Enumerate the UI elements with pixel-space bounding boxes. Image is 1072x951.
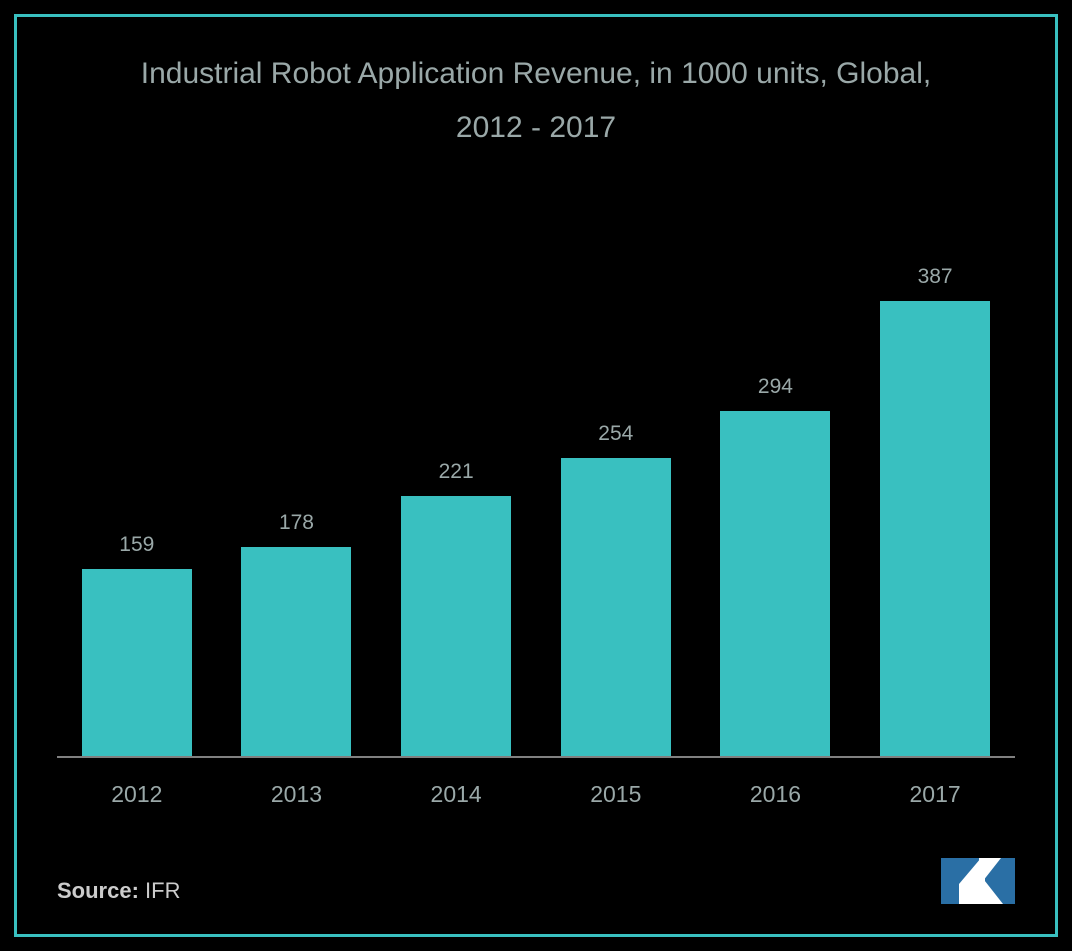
bar-value-label: 387 bbox=[918, 265, 953, 289]
bar bbox=[880, 301, 990, 756]
x-axis-label: 2015 bbox=[561, 781, 671, 808]
x-axis-label: 2017 bbox=[880, 781, 990, 808]
bar-value-label: 254 bbox=[598, 422, 633, 446]
bar-value-label: 159 bbox=[119, 533, 154, 557]
bar-column: 159 bbox=[82, 533, 192, 756]
bar-column: 178 bbox=[241, 511, 351, 756]
x-axis-label: 2013 bbox=[241, 781, 351, 808]
x-axis-labels: 2012 2013 2014 2015 2016 2017 bbox=[57, 763, 1015, 818]
chart-plot-area: 159178221254294387 201220132014201520162… bbox=[57, 195, 1015, 818]
bar bbox=[82, 569, 192, 756]
chart-title: Industrial Robot Application Revenue, in… bbox=[47, 47, 1025, 155]
bar-column: 294 bbox=[720, 375, 830, 756]
source-text: IFR bbox=[145, 878, 180, 903]
brand-logo-icon bbox=[941, 858, 1015, 904]
bar-column: 254 bbox=[561, 422, 671, 756]
bar bbox=[561, 458, 671, 756]
source-citation: Source: IFR bbox=[57, 878, 181, 904]
chart-container: Industrial Robot Application Revenue, in… bbox=[14, 14, 1058, 937]
bar bbox=[241, 547, 351, 756]
bar-column: 387 bbox=[880, 265, 990, 756]
chart-footer: Source: IFR bbox=[47, 838, 1025, 914]
bar-value-label: 178 bbox=[279, 511, 314, 535]
x-axis-label: 2014 bbox=[401, 781, 511, 808]
bar-value-label: 221 bbox=[439, 460, 474, 484]
bar-column: 221 bbox=[401, 460, 511, 756]
bar-value-label: 294 bbox=[758, 375, 793, 399]
source-prefix: Source: bbox=[57, 878, 139, 903]
x-axis-label: 2012 bbox=[82, 781, 192, 808]
bars-group: 159 178 221 254 294 387 bbox=[57, 195, 1015, 758]
x-axis-label: 2016 bbox=[720, 781, 830, 808]
bar bbox=[720, 411, 830, 756]
bar bbox=[401, 496, 511, 756]
